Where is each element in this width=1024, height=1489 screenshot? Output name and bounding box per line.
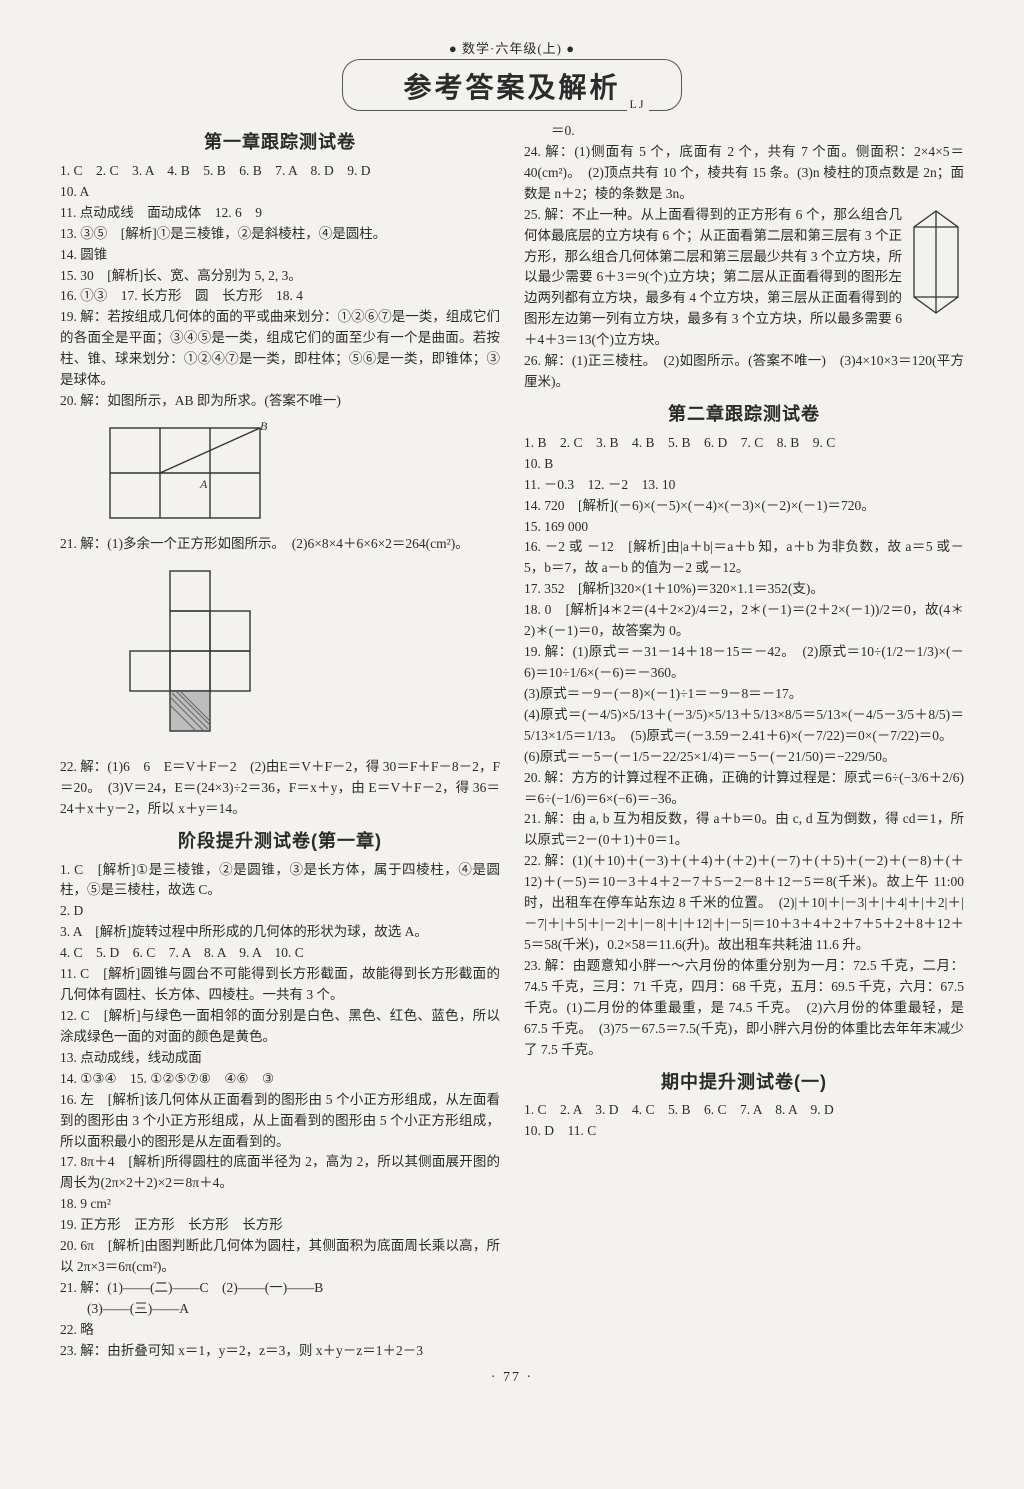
q-line: 12. C [解析]与绿色一面相邻的面分别是白色、黑色、红色、蓝色，所以涂成绿色… (60, 1006, 500, 1048)
q-line: 11. C [解析]圆锥与圆台不可能得到长方形截面，故能得到长方形截面的几何体有… (60, 964, 500, 1006)
badge-lj: LJ (627, 97, 649, 112)
q-line: 19. 解：(1)原式＝－31－14＋18－15＝－42。 (2)原式＝10÷(… (524, 642, 964, 684)
q-line: 26. 解：(1)正三棱柱。 (2)如图所示。(答案不唯一) (3)4×10×3… (524, 351, 964, 393)
q-line: 21. 解：由 a, b 互为相反数，得 a＋b＝0。由 c, d 互为倒数，得… (524, 809, 964, 851)
page: ● 数学·六年级(上) ● 参考答案及解析 LJ 第一章跟踪测试卷 1. C 2… (0, 0, 1024, 1406)
q-line: 19. 解：若按组成几何体的面的平或曲来划分：①②⑥⑦是一类，组成它们的各面全是… (60, 307, 500, 391)
q-line: (3)——(三)——A (60, 1299, 500, 1320)
q-line: 16. 左 [解析]该几何体从正面看到的图形由 5 个小正方形组成，从左面看到的… (60, 1090, 500, 1153)
figure-q21 (100, 561, 500, 751)
q-line: 15. 30 [解析]长、宽、高分别为 5, 2, 3。 (60, 266, 500, 287)
q25-block: 25. 解：不止一种。从上面看得到的正方形有 6 个，那么组合几何体最底层的立方… (524, 205, 964, 393)
section-2-title: 阶段提升测试卷(第一章) (60, 828, 500, 856)
q-line: 15. 169 000 (524, 517, 964, 538)
q-line: 20. 解：如图所示，AB 即为所求。(答案不唯一) (60, 391, 500, 412)
net-figure (100, 561, 320, 751)
q-line: 20. 6π [解析]由图判断此几何体为圆柱，其侧面积为底面周长乘以高，所以 2… (60, 1236, 500, 1278)
q-line: 22. 解：(1)6 6 E＝V＋F－2 (2)由E＝V＋F－2，得 30＝F＋… (60, 757, 500, 820)
q-line: 14. ①③④ 15. ①②⑤⑦⑧ ④⑥ ③ (60, 1069, 500, 1090)
q-line: 17. 8π＋4 [解析]所得圆柱的底面半径为 2，高为 2，所以其侧面展开图的… (60, 1152, 500, 1194)
subject-line: ● 数学·六年级(上) ● (60, 38, 964, 57)
figure-prism (908, 207, 964, 317)
q-line: 3. A [解析]旋转过程中所形成的几何体的形状为球，故选 A。 (60, 922, 500, 943)
q-line: 23. 解：由题意知小胖一～六月份的体重分别为一月：72.5 千克，二月：74.… (524, 956, 964, 1061)
q-line: 10. D 11. C (524, 1121, 964, 1142)
q-line: 1. C 2. A 3. D 4. C 5. B 6. C 7. A 8. A … (524, 1100, 964, 1121)
q-line: 23. 解：由折叠可知 x＝1，y＝2，z＝3，则 x＋y－z＝1＋2－3 (60, 1341, 500, 1362)
q-line: 11. －0.3 12. －2 13. 10 (524, 475, 964, 496)
two-columns: 第一章跟踪测试卷 1. C 2. C 3. A 4. B 5. B 6. B 7… (60, 121, 964, 1362)
q-line: 16. ①③ 17. 长方形 圆 长方形 18. 4 (60, 286, 500, 307)
section-4-title: 期中提升测试卷(一) (524, 1069, 964, 1097)
q-line: 13. 点动成线，线动成面 (60, 1048, 500, 1069)
q-line: 11. 点动成线 面动成体 12. 6 9 (60, 203, 500, 224)
q-line: 10. B (524, 454, 964, 475)
q-line: 1. C [解析]①是三棱锥，②是圆锥，③是长方体，属于四棱柱，④是圆柱，⑤是三… (60, 860, 500, 902)
q-line: 18. 0 [解析]4＊2＝(4＋2×2)/4＝2，2＊(－1)＝(2＋2×(－… (524, 600, 964, 642)
page-number: · 77 · (60, 1370, 964, 1386)
q-line: 24. 解：(1)侧面有 5 个，底面有 2 个，共有 7 个面。侧面积：2×4… (524, 142, 964, 205)
q-line: 1. C 2. C 3. A 4. B 5. B 6. B 7. A 8. D … (60, 161, 500, 182)
grid-figure-1: B A (100, 418, 300, 528)
q-line: 16. －2 或 －12 [解析]由|a＋b|＝a＋b 知，a＋b 为非负数，故… (524, 537, 964, 579)
right-column: ＝0. 24. 解：(1)侧面有 5 个，底面有 2 个，共有 7 个面。侧面积… (524, 121, 964, 1362)
q-line: 21. 解：(1)多余一个正方形如图所示。 (2)6×8×4＋6×6×2＝264… (60, 534, 500, 555)
q-line: 22. 解：(1)(＋10)＋(－3)＋(＋4)＋(＋2)＋(－7)＋(＋5)＋… (524, 851, 964, 956)
q-line: 20. 解：方方的计算过程不正确，正确的计算过程是：原式＝6÷(−3/6＋2/6… (524, 768, 964, 810)
q-line: ＝0. (524, 121, 964, 142)
section-3-title: 第二章跟踪测试卷 (524, 401, 964, 429)
section-1-title: 第一章跟踪测试卷 (60, 129, 500, 157)
q-line: (6)原式＝－5－(－1/5－22/25×1/4)＝－5－(－21/50)＝−2… (524, 747, 964, 768)
svg-text:A: A (199, 477, 208, 491)
q-line: (3)原式＝－9－(－8)×(－1)÷1＝－9－8＝－17。 (524, 684, 964, 705)
page-header: ● 数学·六年级(上) ● 参考答案及解析 LJ (60, 38, 964, 111)
q-line: 10. A (60, 182, 500, 203)
main-title: 参考答案及解析 (403, 66, 620, 106)
q-line: (4)原式＝(－4/5)×5/13＋(－3/5)×5/13＋5/13×8/5＝5… (524, 705, 964, 747)
svg-text:B: B (260, 419, 268, 433)
q-line: 17. 352 [解析]320×(1＋10%)＝320×1.1＝352(支)。 (524, 579, 964, 600)
q-line: 18. 9 cm² (60, 1194, 500, 1215)
q-line: 13. ③⑤ [解析]①是三棱锥，②是斜棱柱，④是圆柱。 (60, 224, 500, 245)
q-line: 14. 圆锥 (60, 245, 500, 266)
title-box: 参考答案及解析 LJ (342, 59, 681, 111)
q-line: 21. 解：(1)——(二)——C (2)——(一)——B (60, 1278, 500, 1299)
q-line: 22. 略 (60, 1320, 500, 1341)
left-column: 第一章跟踪测试卷 1. C 2. C 3. A 4. B 5. B 6. B 7… (60, 121, 500, 1362)
q-line: 19. 正方形 正方形 长方形 长方形 (60, 1215, 500, 1236)
figure-q20: B A (100, 418, 500, 528)
q-line: 2. D (60, 901, 500, 922)
q-line: 25. 解：不止一种。从上面看得到的正方形有 6 个，那么组合几何体最底层的立方… (524, 205, 964, 351)
q-line: 14. 720 [解析](－6)×(－5)×(－4)×(－3)×(－2)×(－1… (524, 496, 964, 517)
q-line: 1. B 2. C 3. B 4. B 5. B 6. D 7. C 8. B … (524, 433, 964, 454)
triangular-prism-icon (908, 207, 964, 317)
q-line: 4. C 5. D 6. C 7. A 8. A 9. A 10. C (60, 943, 500, 964)
